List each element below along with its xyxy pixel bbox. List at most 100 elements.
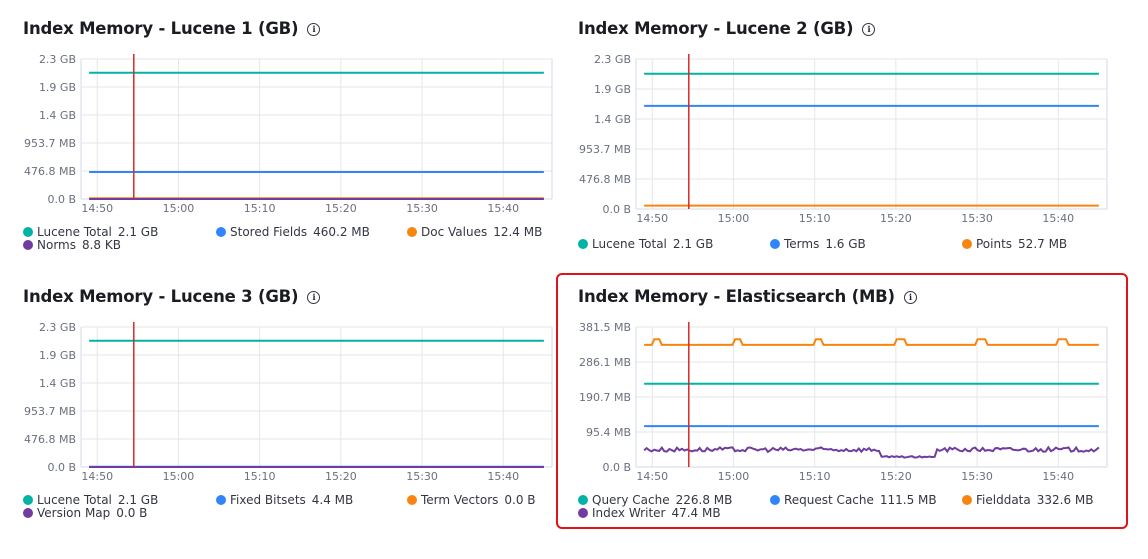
x-tick-label: 14:50 (81, 470, 113, 483)
legend-value: 0.0 B (504, 493, 536, 507)
legend-item[interactable]: Request Cache 111.5 MB (770, 493, 937, 507)
legend-value: 226.8 MB (675, 493, 733, 507)
y-tick-label: 1.9 GB (39, 349, 76, 362)
x-tick-label: 15:00 (163, 202, 195, 215)
y-tick-label: 0.0 B (47, 461, 76, 474)
y-tick-label: 1.9 GB (594, 83, 631, 96)
y-tick-label: 953.7 MB (24, 137, 76, 150)
legend-dot (23, 495, 33, 505)
legend-item[interactable]: Lucene Total 2.1 GB (23, 225, 158, 239)
series-line (643, 445, 1100, 459)
y-tick-label: 381.5 MB (579, 321, 631, 334)
panel-title-text: Index Memory - Elasticsearch (MB) (578, 287, 895, 306)
legend: Lucene Total 2.1 GB Stored Fields 460.2 MB… (23, 225, 553, 255)
y-tick-label: 2.3 GB (594, 53, 631, 66)
legend-item[interactable]: Lucene Total 2.1 GB (23, 493, 158, 507)
x-tick-label: 15:10 (799, 470, 831, 483)
legend-dot (216, 227, 226, 237)
legend-item[interactable]: Norms 8.8 KB (23, 238, 121, 252)
legend-value: 2.1 GB (672, 237, 714, 251)
legend-name: Doc Values (421, 225, 488, 239)
panel-lucene-2: Index Memory - Lucene 2 (GB) i 0.0 B 476.8… (578, 19, 1108, 259)
legend-item[interactable]: Fielddata 332.6 MB (962, 493, 1094, 507)
y-tick-label: 476.8 MB (24, 433, 76, 446)
x-tick-label: 15:40 (487, 470, 519, 483)
x-tick-label: 15:20 (325, 470, 357, 483)
info-icon[interactable]: i (307, 23, 321, 36)
x-tick-label: 15:40 (1042, 212, 1074, 225)
legend-name: Stored Fields (230, 225, 308, 239)
legend-item[interactable]: Term Vectors 0.0 B (407, 493, 536, 507)
legend-item[interactable]: Version Map 0.0 B (23, 506, 147, 520)
legend-value: 1.6 GB (825, 237, 866, 251)
legend-item[interactable]: Terms 1.6 GB (770, 237, 866, 251)
selection-highlight-box (556, 273, 1128, 529)
legend-value: 47.4 MB (671, 506, 721, 520)
legend-name: Version Map (37, 506, 111, 520)
panel-title: Index Memory - Elasticsearch (MB) i (578, 287, 917, 306)
info-icon[interactable]: i (903, 291, 917, 304)
panel-lucene-1: Index Memory - Lucene 1 (GB) i 0.0 B 476.8… (23, 19, 553, 252)
y-tick-label: 1.4 GB (39, 109, 76, 122)
x-tick-label: 15:20 (880, 212, 912, 225)
y-tick-label: 953.7 MB (24, 405, 76, 418)
y-tick-label: 0.0 B (602, 461, 631, 474)
legend-dot (770, 239, 780, 249)
chart[interactable]: 0.0 B 95.4 MB 190.7 MB 286.1 MB 381.5 MB 14:5… (578, 321, 1108, 483)
x-tick-label: 15:00 (163, 470, 195, 483)
y-tick-label: 1.9 GB (39, 81, 76, 94)
panel-title-text: Index Memory - Lucene 2 (GB) (578, 19, 854, 38)
x-tick-label: 15:30 (961, 470, 993, 483)
y-tick-label: 95.4 MB (586, 426, 631, 439)
legend-value: 2.1 GB (117, 493, 159, 507)
legend-dot (578, 495, 588, 505)
panel-title: Index Memory - Lucene 1 (GB) i (23, 19, 321, 38)
x-tick-label: 15:00 (718, 470, 750, 483)
y-tick-label: 1.4 GB (39, 377, 76, 390)
legend-name: Lucene Total (37, 225, 112, 239)
legend-name: Request Cache (784, 493, 874, 507)
legend-name: Index Writer (592, 506, 666, 520)
panel-elasticsearch: Index Memory - Elasticsearch (MB) i 0.0 B… (578, 287, 1108, 522)
y-tick-label: 476.8 MB (579, 173, 631, 186)
chart[interactable]: 0.0 B 476.8 MB 953.7 MB 1.4 GB 1.9 GB 2.3 GB 1… (23, 321, 553, 483)
legend-value: 111.5 MB (879, 493, 937, 507)
chart[interactable]: 0.0 B 476.8 MB 953.7 MB 1.4 GB 1.9 GB 2.3 GB 1… (578, 53, 1108, 225)
legend-dot (216, 495, 226, 505)
legend-item[interactable]: Doc Values 12.4 MB (407, 225, 542, 239)
legend: Lucene Total 2.1 GB Terms 1.6 GB Points 52.… (578, 237, 1108, 253)
legend-name: Terms (784, 237, 820, 251)
legend-name: Query Cache (592, 493, 670, 507)
y-tick-label: 476.8 MB (24, 165, 76, 178)
panel-title: Index Memory - Lucene 3 (GB) i (23, 287, 321, 306)
legend-item[interactable]: Stored Fields 460.2 MB (216, 225, 370, 239)
series-line (644, 338, 1099, 346)
x-tick-label: 15:30 (961, 212, 993, 225)
x-tick-label: 14:50 (81, 202, 113, 215)
x-tick-label: 15:20 (325, 202, 357, 215)
info-icon[interactable]: i (307, 291, 321, 304)
legend-value: 2.1 GB (117, 225, 159, 239)
chart[interactable]: 0.0 B 476.8 MB 953.7 MB 1.4 GB 1.9 GB 2.3 GB 1… (23, 53, 553, 215)
x-tick-label: 15:40 (487, 202, 519, 215)
legend-item[interactable]: Lucene Total 2.1 GB (578, 237, 713, 251)
y-tick-label: 190.7 MB (579, 391, 631, 404)
legend-dot (23, 227, 33, 237)
info-icon[interactable]: i (862, 23, 876, 36)
legend-item[interactable]: Points 52.7 MB (962, 237, 1067, 251)
y-tick-label: 2.3 GB (39, 321, 76, 334)
x-tick-label: 15:30 (406, 202, 438, 215)
y-tick-label: 0.0 B (47, 193, 76, 206)
x-tick-label: 14:50 (636, 212, 668, 225)
legend-item[interactable]: Query Cache 226.8 MB (578, 493, 732, 507)
legend-item[interactable]: Index Writer 47.4 MB (578, 506, 721, 520)
legend-dot (407, 495, 417, 505)
legend-name: Term Vectors (421, 493, 499, 507)
x-tick-label: 15:10 (799, 212, 831, 225)
x-tick-label: 15:10 (244, 202, 276, 215)
x-tick-label: 14:50 (636, 470, 668, 483)
x-tick-label: 15:00 (718, 212, 750, 225)
legend-item[interactable]: Fixed Bitsets 4.4 MB (216, 493, 353, 507)
legend-dot (770, 495, 780, 505)
legend-value: 4.4 MB (311, 493, 354, 507)
